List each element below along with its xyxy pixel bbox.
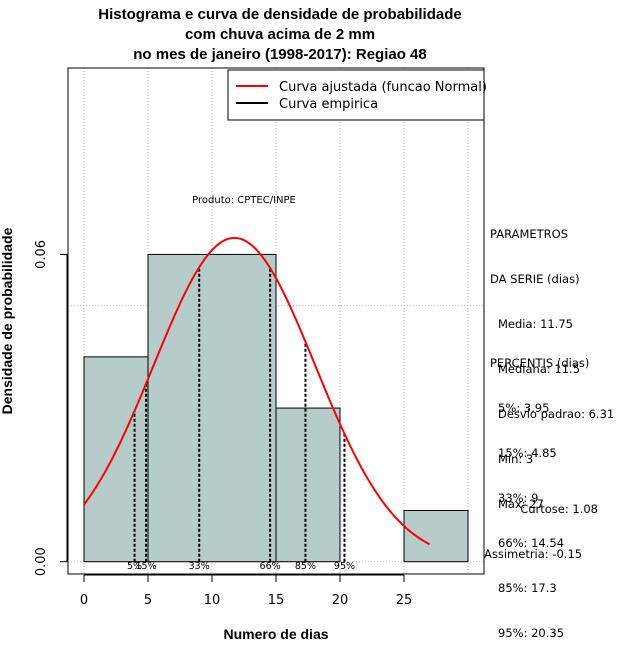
legend-box (227, 69, 485, 121)
plot-frame (67, 67, 485, 575)
stat-curtose: Curtose: 1.08 (520, 502, 598, 516)
histogram-bars (83, 253, 469, 563)
percentile-label: 66% (260, 561, 281, 572)
percentil-66: 66%: 14.54 (498, 536, 565, 550)
params-header-1: PARAMETROS (490, 227, 569, 241)
x-tick-label: 15 (268, 593, 285, 608)
percentis-header: PERCENTIS (dias) (490, 356, 590, 370)
watermark: Produto: CPTEC/INPE (192, 195, 296, 206)
chart-title-line3: no mes de janeiro (1998-2017): Regiao 48 (133, 46, 427, 63)
percentile-lines: 5%15% 33% 66% 85% 95% (127, 267, 355, 572)
percentiles-list: PERCENTIS (dias) 5%: 3.95 15%: 4.85 33%:… (490, 326, 589, 656)
chart-title-line1: Histograma e curva de densidade de proba… (98, 6, 462, 23)
y-tick-label: 0.00 (34, 547, 49, 576)
percentile-label: 33% (189, 561, 210, 572)
percentil-33: 33%: 9 (498, 491, 539, 505)
histogram-bar (275, 407, 341, 563)
param-min: Min: 3 (498, 452, 534, 466)
percentile-label: 5% (127, 561, 142, 572)
percentil-5: 5%: 3.95 (498, 401, 550, 415)
params-header-2: DA SERIE (dias) (490, 272, 580, 286)
x-axis: 0 5 10 15 20 25 (80, 574, 413, 608)
legend-empirical-label: Curva empirica (279, 97, 378, 112)
shape-statistics: Curtose: 1.08 Assimetria: -0.15 (484, 472, 604, 577)
x-tick-label: 5 (144, 593, 152, 608)
x-tick-label: 10 (204, 593, 221, 608)
x-tick-label: 25 (396, 593, 413, 608)
y-axis-label: Densidade de probabilidade (0, 227, 15, 414)
percentile-label: 95% (334, 561, 355, 572)
param-max: Max: 27 (498, 497, 544, 511)
x-axis-label: Numero de dias (223, 626, 328, 642)
legend-fitted-label: Curva ajustada (funcao Normal) (279, 80, 487, 95)
stat-assimetria: Assimetria: -0.15 (484, 547, 583, 561)
percentile-label: 85% (295, 561, 316, 572)
x-tick-label: 0 (80, 593, 88, 608)
y-tick-label: 0.06 (34, 240, 49, 269)
percentil-95: 95%: 20.35 (498, 626, 565, 640)
percentil-85: 85%: 17.3 (498, 581, 557, 595)
histogram-bar (147, 253, 277, 563)
param-mediana: Mediana: 11.5 (498, 362, 581, 376)
histogram-bar (403, 509, 469, 563)
histogram-bar (83, 356, 149, 563)
normal-fit-curve (83, 236, 431, 546)
param-media: Media: 11.75 (498, 317, 573, 331)
y-axis: 0.00 0.06 (34, 240, 68, 576)
series-parameters: PARAMETROS DA SERIE (dias) Media: 11.75 … (490, 197, 614, 527)
x-tick-label: 20 (332, 593, 349, 608)
param-desvio: Desvio padrao: 6.31 (498, 407, 615, 421)
chart-title-line2: com chuva acima de 2 mm (184, 26, 376, 43)
percentile-label: 15% (136, 561, 157, 572)
percentil-15: 15%: 4.85 (498, 446, 557, 460)
legend: Curva ajustada (funcao Normal) Curva emp… (227, 69, 487, 121)
